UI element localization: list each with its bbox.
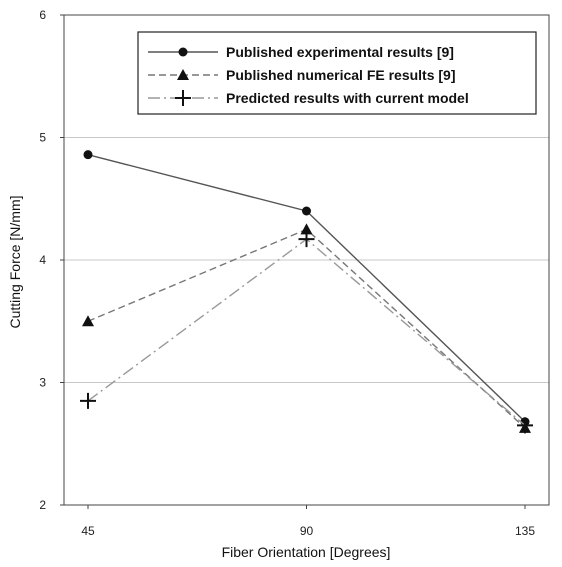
series-line: [87, 238, 526, 426]
legend-label: Predicted results with current model: [226, 90, 469, 106]
data-point-circle: [83, 150, 93, 160]
y-tick-label: 4: [39, 253, 46, 267]
data-point-plus: [80, 392, 96, 409]
series-group: [80, 150, 533, 434]
y-tick-label: 3: [39, 376, 46, 390]
x-tick-labels: 45 90 135: [81, 505, 535, 538]
x-axis-title: Fiber Orientation [Degrees]: [222, 544, 391, 560]
legend-box: [137, 31, 537, 115]
y-tick-label: 6: [39, 8, 46, 22]
legend-marker-circle: [178, 47, 188, 57]
x-tick-label: 45: [81, 524, 95, 538]
y-tick-label: 2: [39, 498, 46, 512]
data-point-circle: [302, 206, 311, 216]
data-point-plus: [517, 417, 533, 434]
legend-label: Published numerical FE results [9]: [226, 67, 456, 83]
grid: [64, 137, 549, 383]
data-point-plus: [298, 231, 315, 248]
data-point-triangle: [300, 223, 313, 235]
legend-marker-plus: [175, 90, 191, 106]
legend: Published experimental results [9] Publis…: [137, 31, 537, 115]
legend-label: Published experimental results [9]: [226, 44, 454, 60]
y-axis-title: Cutting Force [N/mm]: [7, 195, 23, 328]
series-line: [87, 228, 526, 429]
series-line: [87, 153, 526, 423]
x-tick-label: 135: [515, 524, 535, 538]
legend-marker-triangle: [177, 69, 189, 80]
x-tick-label: 90: [300, 524, 314, 538]
data-point-triangle: [82, 315, 94, 327]
y-tick-labels: 2 3 4 5 6: [39, 8, 64, 512]
y-tick-label: 5: [39, 131, 46, 145]
